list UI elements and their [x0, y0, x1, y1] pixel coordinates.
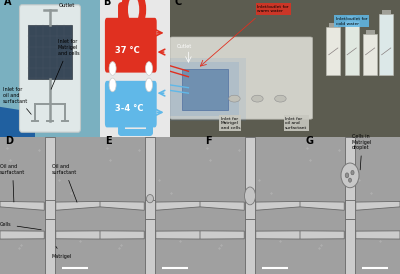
Bar	[163, 58, 246, 121]
Circle shape	[146, 78, 152, 92]
Bar	[245, 200, 255, 219]
Polygon shape	[356, 231, 400, 239]
Circle shape	[252, 95, 263, 102]
Text: Inlet for
Matrigel
and cells: Inlet for Matrigel and cells	[51, 39, 80, 89]
Circle shape	[146, 62, 152, 75]
Text: D: D	[5, 136, 13, 146]
Polygon shape	[256, 201, 300, 210]
Bar	[170, 62, 239, 116]
Circle shape	[275, 95, 286, 102]
Polygon shape	[356, 201, 400, 210]
Bar	[347, 16, 356, 21]
Polygon shape	[100, 231, 144, 239]
Polygon shape	[56, 201, 100, 210]
Text: Inlet for
Matrigel
and cells: Inlet for Matrigel and cells	[221, 116, 240, 130]
Bar	[326, 27, 340, 75]
Bar	[345, 21, 359, 75]
Text: Matrigel: Matrigel	[52, 247, 72, 259]
Bar	[145, 200, 155, 219]
Bar	[182, 68, 228, 110]
Bar	[345, 200, 355, 219]
Text: E: E	[105, 136, 112, 146]
Bar	[245, 219, 255, 274]
Circle shape	[229, 95, 240, 102]
Text: G: G	[305, 136, 313, 146]
Circle shape	[348, 178, 352, 182]
Polygon shape	[300, 201, 344, 210]
Bar	[366, 30, 375, 34]
FancyBboxPatch shape	[105, 18, 157, 73]
Text: Inlet for
oil and
surfactant: Inlet for oil and surfactant	[3, 87, 31, 114]
Bar	[45, 200, 55, 219]
Polygon shape	[200, 201, 244, 210]
Bar	[45, 219, 55, 274]
Bar	[379, 14, 393, 75]
Text: A: A	[4, 0, 12, 7]
Text: C: C	[174, 0, 182, 7]
FancyBboxPatch shape	[20, 5, 80, 132]
Text: F: F	[205, 136, 212, 146]
Bar	[245, 137, 255, 203]
Text: Inlet/outlet for
warm water: Inlet/outlet for warm water	[258, 5, 289, 13]
Bar	[28, 25, 72, 79]
Ellipse shape	[244, 187, 256, 205]
Text: 37 °C: 37 °C	[116, 46, 140, 55]
Polygon shape	[300, 231, 344, 239]
Text: Outlet: Outlet	[59, 3, 75, 8]
Circle shape	[345, 173, 349, 178]
Polygon shape	[256, 231, 300, 239]
Text: Cells: Cells	[0, 222, 41, 230]
Bar	[345, 219, 355, 274]
Bar	[382, 10, 391, 14]
Polygon shape	[156, 231, 200, 239]
FancyBboxPatch shape	[105, 81, 157, 127]
Bar	[345, 137, 355, 203]
Text: Oil and
surfactant: Oil and surfactant	[0, 164, 25, 202]
Text: Oil and
surfactant: Oil and surfactant	[52, 164, 77, 202]
Circle shape	[351, 170, 354, 175]
Bar	[145, 219, 155, 274]
Text: B: B	[103, 0, 110, 7]
Polygon shape	[200, 231, 244, 239]
Bar	[363, 34, 377, 75]
Bar	[145, 137, 155, 203]
Polygon shape	[0, 231, 44, 239]
Circle shape	[109, 62, 116, 75]
Polygon shape	[156, 201, 200, 210]
Text: Outlet: Outlet	[177, 44, 192, 49]
Text: Cells in
Matrigel
droplet: Cells in Matrigel droplet	[352, 134, 372, 170]
Polygon shape	[0, 107, 35, 137]
Polygon shape	[100, 201, 144, 210]
Text: Inlet for
oil and
surfactant: Inlet for oil and surfactant	[285, 116, 307, 130]
Ellipse shape	[146, 195, 154, 203]
Polygon shape	[0, 201, 44, 210]
Bar	[45, 137, 55, 203]
Circle shape	[341, 163, 359, 188]
Circle shape	[109, 78, 116, 92]
Text: 3-4 °C: 3-4 °C	[116, 104, 144, 113]
Polygon shape	[56, 231, 100, 239]
Text: Inlet/outlet for
cold water: Inlet/outlet for cold water	[336, 17, 367, 26]
FancyBboxPatch shape	[170, 37, 313, 119]
Bar	[329, 23, 338, 27]
